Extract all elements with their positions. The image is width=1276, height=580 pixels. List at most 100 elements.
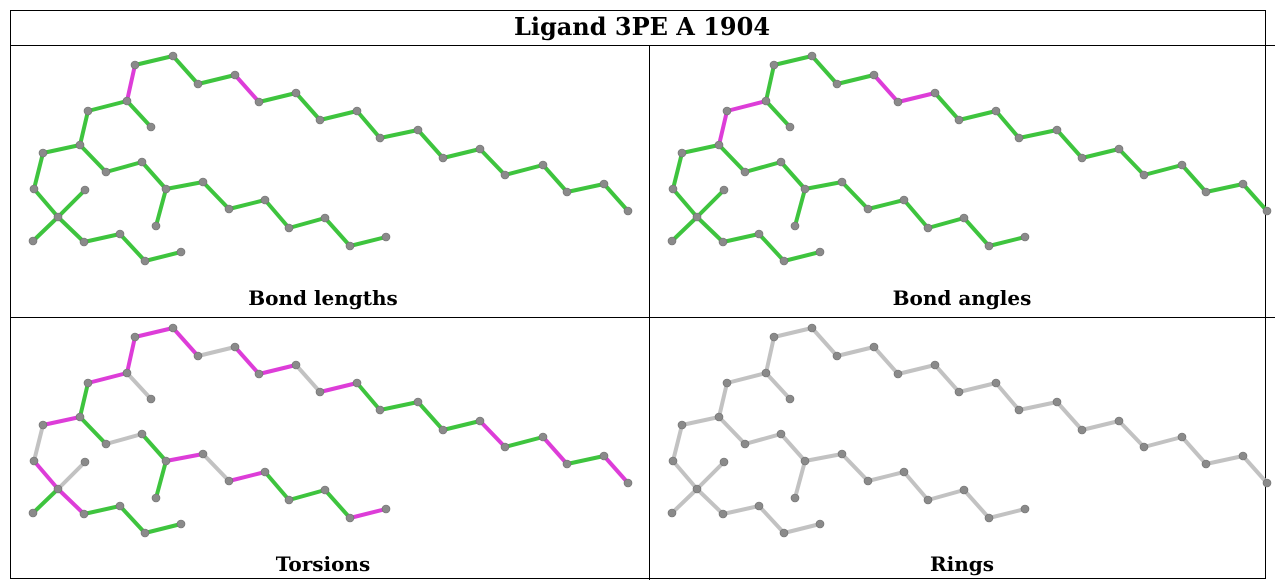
atom <box>79 509 89 519</box>
atom <box>80 185 90 195</box>
panel-bond-angles: Bond angles <box>667 51 1272 310</box>
atom <box>1238 451 1248 461</box>
atom <box>930 360 940 370</box>
atom <box>140 528 150 538</box>
bond <box>154 459 168 500</box>
bond <box>133 326 175 339</box>
atom <box>785 394 795 404</box>
atom <box>991 106 1001 116</box>
atom <box>959 213 969 223</box>
bond <box>743 432 783 446</box>
bond <box>695 487 725 516</box>
atom <box>146 122 156 132</box>
atom <box>254 369 264 379</box>
bond <box>896 363 937 376</box>
bond <box>695 460 726 491</box>
atom <box>29 184 39 194</box>
atom <box>807 51 817 61</box>
bond <box>171 326 200 358</box>
bond <box>1241 182 1269 213</box>
atom <box>984 241 994 251</box>
figure-title: Ligand 3PE A 1904 <box>514 12 770 41</box>
bond <box>602 454 630 485</box>
atom <box>83 106 93 116</box>
bond <box>896 91 937 104</box>
atom <box>115 501 125 511</box>
bond <box>987 507 1027 520</box>
atom <box>1114 416 1124 426</box>
atom <box>599 179 609 189</box>
atom <box>776 429 786 439</box>
atom <box>29 456 39 466</box>
panel-label: Bond angles <box>893 286 1032 310</box>
bond <box>565 182 606 194</box>
bond <box>416 400 445 432</box>
bond <box>287 216 327 230</box>
atom <box>151 221 161 231</box>
atom <box>1177 160 1187 170</box>
atom <box>1014 405 1024 415</box>
bond <box>717 109 729 147</box>
bond <box>902 198 930 230</box>
atom <box>538 160 548 170</box>
atom <box>761 96 771 106</box>
atom <box>137 429 147 439</box>
atom <box>779 528 789 538</box>
atom <box>284 495 294 505</box>
panel-rings: Rings <box>667 323 1272 576</box>
atom <box>230 342 240 352</box>
bond <box>32 423 45 463</box>
atom <box>161 456 171 466</box>
atom <box>692 484 702 494</box>
atom <box>623 206 633 216</box>
bond <box>104 432 144 446</box>
bond <box>164 452 205 463</box>
bond <box>872 345 900 376</box>
bond <box>1017 400 1059 412</box>
atom <box>1139 442 1149 452</box>
atom <box>161 184 171 194</box>
bond <box>125 371 153 401</box>
bond <box>725 371 768 385</box>
atom <box>1077 425 1087 435</box>
atom <box>800 456 810 466</box>
atom <box>168 51 178 61</box>
bond <box>541 163 569 194</box>
bond <box>201 180 231 211</box>
bond <box>82 232 122 244</box>
bond <box>86 99 129 113</box>
bond <box>957 381 998 394</box>
atom <box>790 221 800 231</box>
bond <box>78 415 108 446</box>
bond <box>670 487 699 515</box>
bond <box>743 160 783 174</box>
bond <box>671 151 684 191</box>
bond <box>1204 454 1245 466</box>
bond <box>1180 435 1208 466</box>
atom <box>899 467 909 477</box>
bond <box>1142 163 1184 177</box>
atom <box>193 79 203 89</box>
bond <box>257 91 298 104</box>
bond <box>680 415 721 427</box>
atom <box>413 397 423 407</box>
bond <box>957 109 998 122</box>
atom <box>38 420 48 430</box>
bond <box>757 232 786 263</box>
atom <box>599 451 609 461</box>
bond <box>764 99 792 129</box>
bond <box>721 504 761 516</box>
bond <box>263 198 291 230</box>
atom <box>284 223 294 233</box>
bond <box>154 187 168 228</box>
atom <box>1201 187 1211 197</box>
atom <box>923 223 933 233</box>
bond <box>962 216 991 248</box>
panel-label: Rings <box>930 552 994 576</box>
bond <box>721 232 761 244</box>
bond <box>441 147 482 160</box>
atom <box>1020 504 1030 514</box>
bond <box>378 128 420 140</box>
atom <box>761 368 771 378</box>
atom <box>176 247 186 257</box>
